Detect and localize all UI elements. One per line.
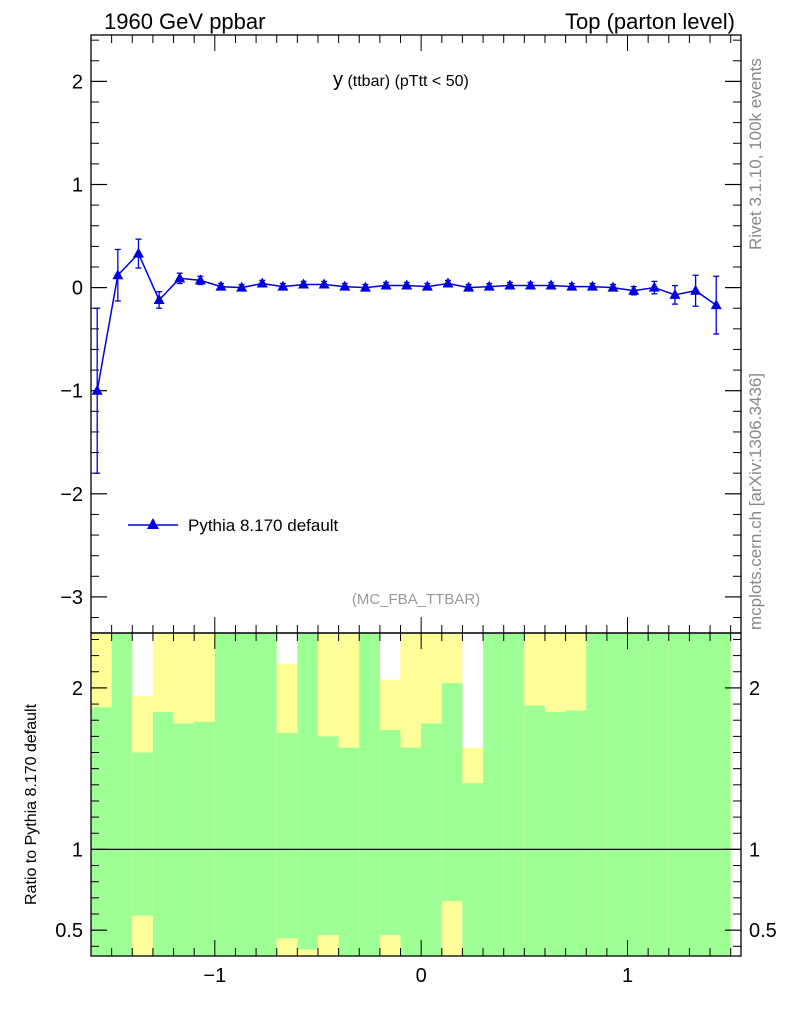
- ratio-band-inner: [668, 633, 690, 956]
- ratio-band-inner: [689, 633, 711, 956]
- data-point: [359, 281, 371, 292]
- ratio-panel: 0.5 0.5 1 1 2 2 −1 0 1 Ratio to Pythia 8.170 def…: [23, 632, 777, 987]
- plot-title-sub: (ttbar) (pTtt < 50): [343, 73, 469, 90]
- ratio-y-tick-label: 1: [72, 839, 83, 861]
- ratio-band-inner: [441, 683, 463, 902]
- y-tick-label: 2: [72, 71, 83, 93]
- data-point: [628, 284, 640, 295]
- ratio-y-tick-label-right: 1: [749, 839, 760, 861]
- y-tick-label: −2: [60, 484, 83, 506]
- ratio-band-inner: [648, 633, 669, 956]
- ratio-band-inner: [524, 705, 545, 956]
- legend-marker: [147, 518, 159, 529]
- ratio-y-tick-label: 2: [72, 678, 83, 700]
- ratio-band-inner: [710, 633, 731, 956]
- data-point: [566, 280, 578, 291]
- plot-title-main: y: [333, 69, 343, 91]
- mcplots-label: mcplots.cern.ch [arXiv:1306.3436]: [746, 373, 765, 630]
- series-pythia: [91, 238, 722, 474]
- ratio-band-inner: [586, 633, 607, 956]
- ratio-y-tick-label-right: 0.5: [749, 920, 777, 942]
- analysis-label: (MC_FBA_TTBAR): [352, 591, 480, 608]
- ratio-band-inner: [359, 633, 380, 956]
- data-point: [669, 288, 681, 299]
- main-frame: [90, 34, 742, 634]
- plot-title: y (ttbar) (pTtt < 50): [333, 69, 469, 91]
- ratio-y-tick-label-right: 2: [749, 678, 760, 700]
- data-point: [525, 279, 537, 290]
- data-point: [318, 278, 330, 289]
- ratio-band-inner: [400, 747, 422, 956]
- ratio-band-inner: [462, 783, 484, 956]
- legend-entry-label: Pythia 8.170 default: [188, 516, 339, 535]
- ratio-band-inner: [297, 633, 318, 950]
- header-right: Top (parton level): [565, 9, 735, 34]
- ratio-axis-ticks: 0.5 0.5 1 1 2 2 −1 0 1: [55, 633, 777, 987]
- data-point: [339, 280, 351, 291]
- data-point: [648, 281, 660, 292]
- ratio-y-axis-label: Ratio to Pythia 8.170 default: [23, 703, 40, 905]
- ratio-frame: [90, 632, 742, 957]
- data-point: [607, 281, 619, 292]
- ratio-band-inner: [379, 729, 401, 936]
- ratio-band-inner: [338, 747, 360, 956]
- data-point: [504, 279, 516, 290]
- ratio-band-inner: [544, 712, 566, 956]
- data-point: [483, 280, 495, 291]
- data-point: [586, 280, 598, 291]
- ratio-band-inner: [503, 633, 525, 956]
- data-point: [442, 277, 454, 288]
- ratio-band-inner: [421, 723, 442, 956]
- ratio-band-inner: [152, 712, 174, 956]
- ratio-band-inner: [627, 633, 649, 956]
- data-point: [153, 293, 165, 304]
- ratio-band-inner: [214, 633, 236, 956]
- ratio-band-inner: [91, 707, 112, 956]
- x-tick-label: −1: [203, 965, 226, 987]
- main-axis-ticks: −3 −2 −1 0 1 2: [60, 35, 741, 633]
- data-point: [132, 247, 144, 258]
- y-tick-label: 1: [72, 175, 83, 197]
- ratio-band-inner: [194, 721, 215, 956]
- ratio-band-inner: [235, 633, 257, 956]
- y-tick-label: 0: [72, 278, 83, 300]
- ratio-band-inner: [256, 633, 277, 956]
- data-point: [401, 279, 413, 290]
- ratio-band-inner: [132, 752, 153, 916]
- x-tick-label: 0: [416, 965, 427, 987]
- y-tick-label: −1: [60, 381, 83, 403]
- series-line: [96, 252, 717, 391]
- rivet-version-label: Rivet 3.1.10, 100k events: [746, 58, 765, 250]
- data-point: [256, 277, 268, 288]
- data-point: [298, 278, 310, 289]
- main-panel: −3 −2 −1 0 1 2 y (ttbar) (pTtt < 50) Pythia 8…: [60, 34, 742, 634]
- data-point: [277, 280, 289, 291]
- data-point: [194, 274, 206, 285]
- ratio-band-inner: [173, 723, 195, 956]
- ratio-band-inner: [606, 633, 628, 956]
- ratio-band-inner: [317, 736, 339, 936]
- data-point: [421, 280, 433, 291]
- data-point: [112, 269, 124, 280]
- ratio-band-inner: [483, 633, 504, 956]
- data-point: [215, 280, 227, 291]
- data-point: [710, 299, 722, 310]
- data-point: [690, 284, 702, 295]
- ratio-band-inner: [111, 633, 133, 956]
- data-point: [174, 272, 186, 283]
- ratio-y-tick-label: 0.5: [55, 920, 83, 942]
- ratio-band-inner: [276, 733, 298, 939]
- data-point: [380, 279, 392, 290]
- x-tick-label: 1: [622, 965, 633, 987]
- data-point: [463, 281, 475, 292]
- ratio-band-inner: [565, 710, 587, 956]
- data-point: [91, 384, 103, 395]
- ratio-bands: [91, 633, 731, 956]
- legend: Pythia 8.170 default: [128, 516, 339, 535]
- data-point: [236, 281, 248, 292]
- data-point: [545, 279, 557, 290]
- y-tick-label: −3: [60, 587, 83, 609]
- header-left: 1960 GeV ppbar: [104, 9, 265, 34]
